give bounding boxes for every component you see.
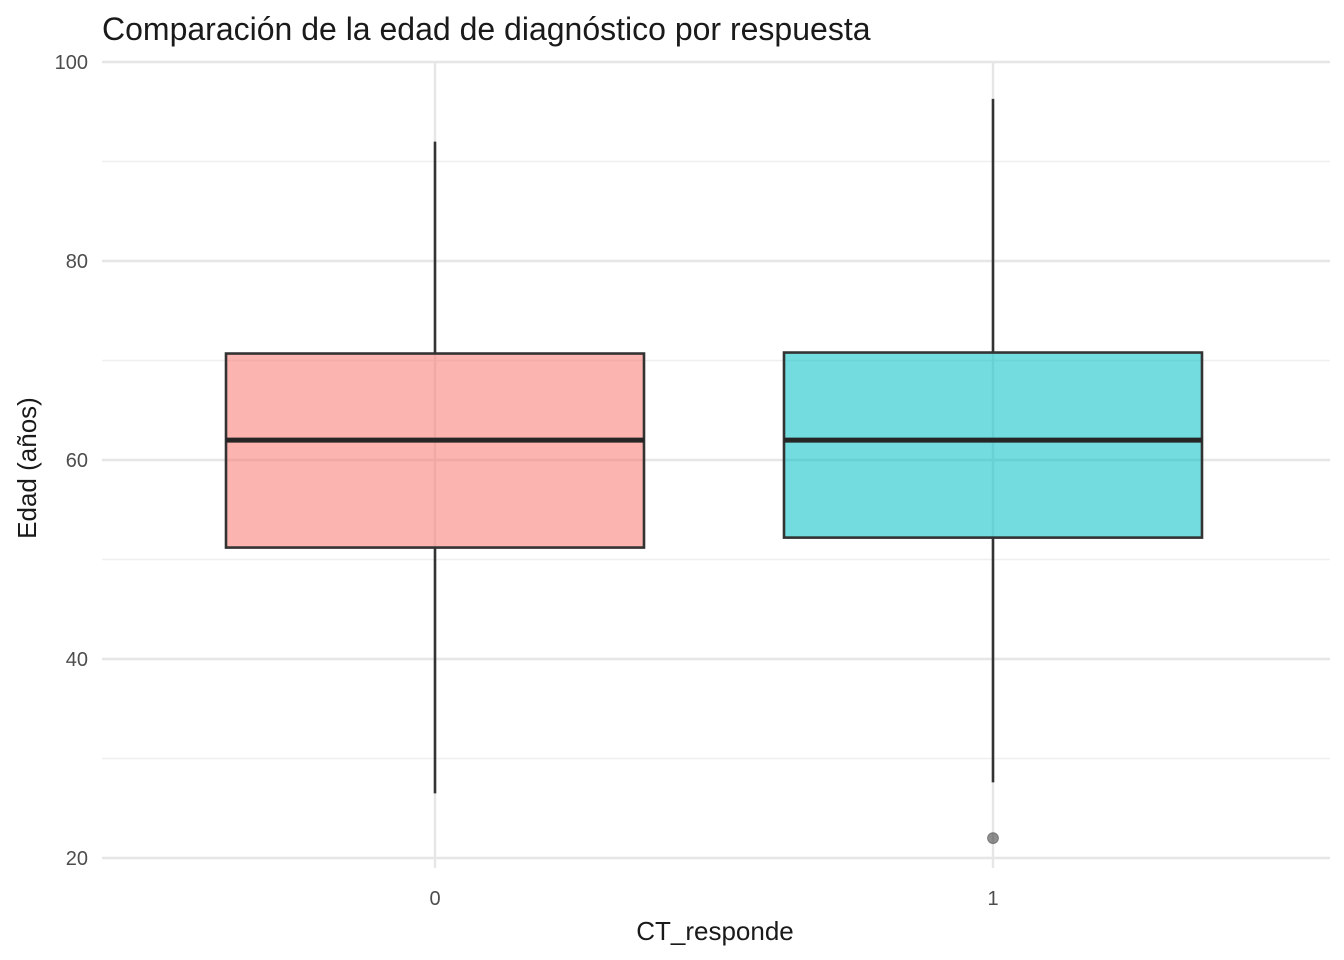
x-tick-label: 0 [429, 888, 440, 910]
box-group-0 [224, 141, 646, 794]
y-axis-ticks: 20 40 60 80 100 [55, 52, 88, 870]
outlier-point [987, 832, 999, 845]
y-tick-label: 20 [66, 848, 88, 870]
y-tick-label: 60 [66, 450, 88, 472]
y-tick-label: 100 [55, 52, 88, 74]
x-axis-label: CT_responde [636, 916, 794, 946]
box-iqr [224, 352, 646, 549]
box-iqr [782, 351, 1204, 539]
y-tick-label: 40 [66, 649, 88, 671]
chart-title: Comparación de la edad de diagnóstico po… [102, 11, 871, 47]
y-axis-label: Edad (años) [12, 397, 42, 539]
box-series [224, 98, 1204, 845]
x-tick-label: 1 [987, 888, 998, 910]
box-group-1 [782, 98, 1204, 845]
y-tick-label: 80 [66, 251, 88, 273]
